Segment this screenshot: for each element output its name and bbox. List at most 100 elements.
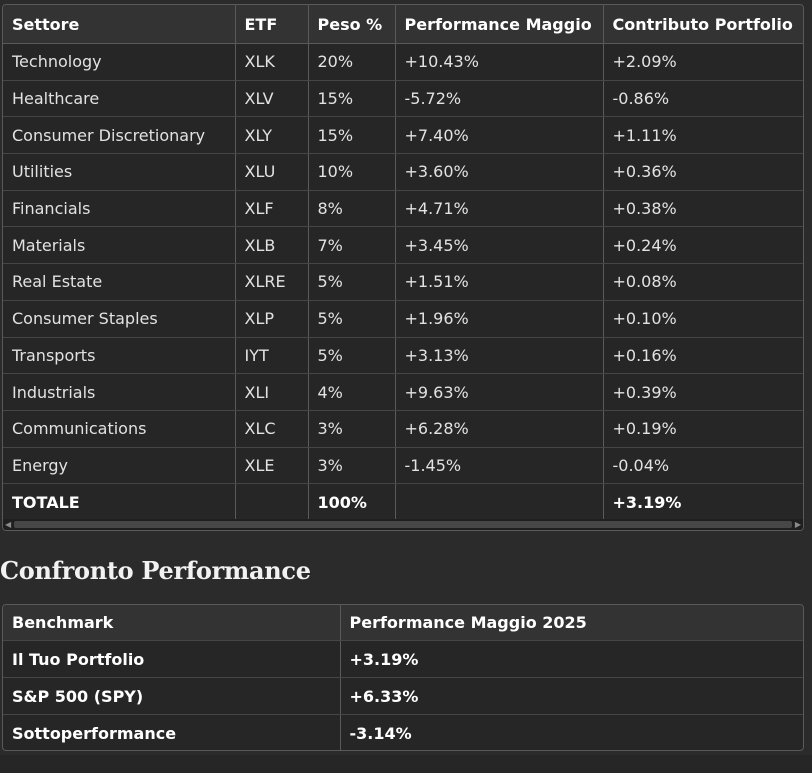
cell-contributo: -0.04%	[603, 447, 803, 485]
benchmark-table-container: Benchmark Performance Maggio 2025 Il Tuo…	[2, 604, 804, 751]
total-cell-performance	[395, 483, 604, 520]
cell-etf: XLE	[235, 447, 309, 485]
cell-settore: Financials	[3, 190, 236, 228]
cell-performance: -3.14%	[349, 723, 412, 743]
total-cell-settore: TOTALE	[3, 483, 236, 520]
cell-contributo: -0.86%	[603, 80, 803, 118]
cell-etf: XLP	[235, 300, 309, 338]
cell-etf: XLK	[235, 43, 309, 81]
table-row: S&P 500 (SPY) +6.33%	[3, 677, 803, 715]
bottom-scrollbar-track	[0, 755, 812, 773]
cell-peso: 5%	[308, 263, 396, 301]
column-header-benchmark[interactable]: Benchmark	[3, 605, 341, 641]
benchmark-table-body: Il Tuo Portfolio +3.19% S&P 500 (SPY) +6.33…	[3, 640, 803, 750]
total-cell-peso: 100%	[308, 483, 396, 520]
cell-peso: 15%	[308, 116, 396, 155]
cell-settore: Energy	[3, 447, 236, 485]
table-row: Materials XLB 7% +3.45% +0.24%	[3, 226, 803, 265]
cell-etf: XLC	[235, 410, 309, 448]
cell-etf: XLU	[235, 153, 309, 191]
cell-etf: XLRE	[235, 263, 309, 301]
scroll-left-arrow-icon[interactable]: ◀	[5, 520, 12, 529]
cell-settore: Technology	[3, 43, 236, 81]
cell-settore: Industrials	[3, 373, 236, 411]
sector-table: Settore ETF Peso % Performance Maggio Co…	[3, 5, 803, 520]
column-header-performance[interactable]: Performance Maggio	[395, 5, 604, 44]
cell-settore: Communications	[3, 410, 236, 448]
table-header-row: Benchmark Performance Maggio 2025	[3, 605, 803, 641]
cell-performance: -1.45%	[395, 447, 604, 485]
cell-etf: XLY	[235, 116, 309, 155]
cell-benchmark: Sottoperformance	[3, 714, 341, 750]
cell-etf: XLI	[235, 373, 309, 411]
cell-peso: 3%	[308, 410, 396, 448]
cell-performance: +10.43%	[395, 43, 604, 81]
table-total-row: TOTALE 100% +3.19%	[3, 483, 803, 520]
cell-performance: +7.40%	[395, 116, 604, 155]
cell-contributo: +0.19%	[603, 410, 803, 448]
cell-contributo: +0.36%	[603, 153, 803, 191]
cell-contributo: +1.11%	[603, 116, 803, 155]
cell-settore: Utilities	[3, 153, 236, 191]
column-header-contributo[interactable]: Contributo Portfolio	[603, 5, 803, 44]
cell-settore: Consumer Staples	[3, 300, 236, 338]
table-header-row: Settore ETF Peso % Performance Maggio Co…	[3, 5, 803, 44]
cell-performance: +6.33%	[340, 677, 803, 715]
horizontal-scrollbar[interactable]: ◀ ▶	[3, 519, 803, 530]
table-row: Energy XLE 3% -1.45% -0.04%	[3, 447, 803, 485]
cell-performance: +9.63%	[395, 373, 604, 411]
cell-benchmark: Il Tuo Portfolio	[3, 640, 341, 678]
table-row: Real Estate XLRE 5% +1.51% +0.08%	[3, 263, 803, 301]
column-header-etf[interactable]: ETF	[235, 5, 309, 44]
scroll-right-arrow-icon[interactable]: ▶	[794, 520, 801, 529]
column-header-peso[interactable]: Peso %	[308, 5, 396, 44]
cell-peso: 7%	[308, 226, 396, 265]
cell-etf: IYT	[235, 337, 309, 375]
benchmark-table: Benchmark Performance Maggio 2025 Il Tuo…	[3, 605, 803, 750]
cell-settore: Real Estate	[3, 263, 236, 301]
cell-performance: +1.51%	[395, 263, 604, 301]
sector-table-container: Settore ETF Peso % Performance Maggio Co…	[2, 4, 804, 531]
total-cell-contributo: +3.19%	[612, 492, 682, 512]
table-row: Healthcare XLV 15% -5.72% -0.86%	[3, 80, 803, 118]
cell-performance: +3.60%	[395, 153, 604, 191]
section-title: Confronto Performance	[0, 556, 311, 585]
cell-performance: +6.28%	[395, 410, 604, 448]
cell-peso: 5%	[308, 300, 396, 338]
cell-contributo: +0.10%	[603, 300, 803, 338]
cell-peso: 20%	[308, 43, 396, 81]
cell-etf: XLB	[235, 226, 309, 265]
table-row: Industrials XLI 4% +9.63% +0.39%	[3, 373, 803, 411]
cell-performance: +3.19%	[340, 640, 803, 678]
total-cell-etf	[235, 483, 309, 520]
cell-contributo: +0.38%	[603, 190, 803, 228]
table-row: Communications XLC 3% +6.28% +0.19%	[3, 410, 803, 448]
cell-etf: XLV	[235, 80, 309, 118]
cell-etf: XLF	[235, 190, 309, 228]
scrollbar-thumb[interactable]	[14, 521, 792, 528]
table-row: Technology XLK 20% +10.43% +2.09%	[3, 43, 803, 81]
table-row: Consumer Discretionary XLY 15% +7.40% +1.11%	[3, 116, 803, 155]
cell-peso: 5%	[308, 337, 396, 375]
table-row: Transports IYT 5% +3.13% +0.16%	[3, 337, 803, 375]
table-row: Il Tuo Portfolio +3.19%	[3, 640, 803, 678]
table-row: Financials XLF 8% +4.71% +0.38%	[3, 190, 803, 228]
cell-benchmark: S&P 500 (SPY)	[3, 677, 341, 715]
cell-contributo: +0.08%	[603, 263, 803, 301]
cell-performance: +1.96%	[395, 300, 604, 338]
cell-performance: +4.71%	[395, 190, 604, 228]
cell-peso: 8%	[308, 190, 396, 228]
cell-contributo: +0.24%	[603, 226, 803, 265]
table-row: Consumer Staples XLP 5% +1.96% +0.10%	[3, 300, 803, 338]
table-row: Utilities XLU 10% +3.60% +0.36%	[3, 153, 803, 191]
column-header-performance-2025[interactable]: Performance Maggio 2025	[340, 605, 803, 641]
cell-performance: +3.45%	[395, 226, 604, 265]
table-row: Sottoperformance -3.14%	[3, 714, 803, 750]
cell-peso: 4%	[308, 373, 396, 411]
cell-performance: +3.13%	[395, 337, 604, 375]
cell-peso: 15%	[308, 80, 396, 118]
cell-contributo: +0.39%	[603, 373, 803, 411]
cell-contributo: +2.09%	[603, 43, 803, 81]
column-header-settore[interactable]: Settore	[3, 5, 236, 44]
